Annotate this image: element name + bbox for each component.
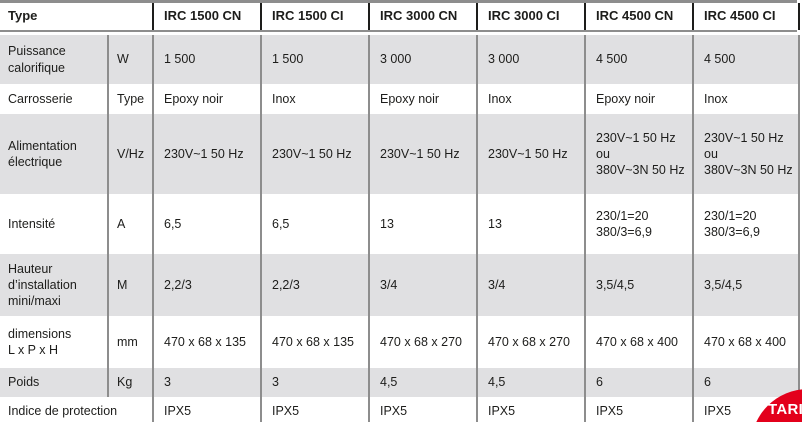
table-row: Poids Kg 3 3 4,5 4,5 6 6 [0,368,800,397]
row-unit: W [107,35,152,84]
cell-value: 13 [476,194,584,254]
cell-value: 230V~1 50 Hz ou 380V~3N 50 Hz [584,114,692,194]
cell-value: 13 [368,194,476,254]
row-label: Poids [8,375,40,390]
row-label: dimensions L x P x H [8,326,72,357]
cell-value: 4 500 [584,35,692,84]
header-model: IRC 1500 CN [152,3,260,30]
row-unit: M [107,254,152,316]
cell-value: 470 x 68 x 270 [476,316,584,368]
cell-value: 470 x 68 x 270 [368,316,476,368]
cell-value: Inox [692,84,800,114]
cell-value: 3/4 [368,254,476,316]
table-row: Intensité A 6,5 6,5 13 13 230/1=20 380/3… [0,194,800,254]
cell-value: Epoxy noir [584,84,692,114]
cell-value: 2,2/3 [260,254,368,316]
row-unit: A [107,194,152,254]
cell-value: 6,5 [260,194,368,254]
table-row: Hauteur d’installation mini/maxi M 2,2/3… [0,254,800,316]
cell-value: 6 [584,368,692,397]
cell-value: 470 x 68 x 135 [260,316,368,368]
cell-value: 470 x 68 x 400 [692,316,800,368]
header-model: IRC 4500 CI [692,3,800,30]
cell-value: 4 500 [692,35,800,84]
cell-value: 6,5 [152,194,260,254]
row-unit: mm [107,316,152,368]
table-row: Carrosserie Type Epoxy noir Inox Epoxy n… [0,84,800,114]
cell-value: IPX5 [260,397,368,422]
header-model: IRC 3000 CN [368,3,476,30]
table-row: Puissance calorifique W 1 500 1 500 3 00… [0,35,800,84]
cell-value: 470 x 68 x 400 [584,316,692,368]
tarif-badge-label: TARIF [768,401,802,418]
cell-value: 3 [152,368,260,397]
cell-value: 230V~1 50 Hz ou 380V~3N 50 Hz [692,114,800,194]
table-row: dimensions L x P x H mm 470 x 68 x 135 4… [0,316,800,368]
cell-value: 230V~1 50 Hz [476,114,584,194]
cell-value: 1 500 [260,35,368,84]
cell-value: 230V~1 50 Hz [152,114,260,194]
cell-value: IPX5 [476,397,584,422]
cell-value: Epoxy noir [152,84,260,114]
cell-value: 230V~1 50 Hz [368,114,476,194]
cell-value: 3 000 [476,35,584,84]
table-row: Alimentation électrique V/Hz 230V~1 50 H… [0,114,800,194]
cell-value: IPX5 [368,397,476,422]
cell-value: 2,2/3 [152,254,260,316]
row-unit: Kg [107,368,152,397]
row-label: Hauteur d’installation mini/maxi [8,261,77,309]
cell-value: 4,5 [476,368,584,397]
cell-value: 230/1=20 380/3=6,9 [692,194,800,254]
row-unit: V/Hz [107,114,152,194]
header-model: IRC 1500 CI [260,3,368,30]
header-model: IRC 3000 CI [476,3,584,30]
table-top-border [0,0,797,3]
cell-value: 3,5/4,5 [584,254,692,316]
cell-value: Epoxy noir [368,84,476,114]
row-label: Alimentation électrique [8,138,77,169]
header-model: IRC 4500 CN [584,3,692,30]
row-label: Intensité [8,216,56,231]
table-header-row: Type IRC 1500 CN IRC 1500 CI IRC 3000 CN… [0,3,800,30]
row-label: Indice de protection [8,403,118,418]
cell-value: Inox [476,84,584,114]
cell-value: 230V~1 50 Hz [260,114,368,194]
cell-value: 3 [260,368,368,397]
cell-value: 3,5/4,5 [692,254,800,316]
cell-value: 1 500 [152,35,260,84]
row-label: Puissance calorifique [8,44,66,75]
cell-value: IPX5 [152,397,260,422]
table-row: Indice de protection IPX5 IPX5 IPX5 IPX5… [0,397,800,422]
cell-value: 3 000 [368,35,476,84]
header-underline [0,30,797,32]
row-unit: Type [107,84,152,114]
cell-value: 470 x 68 x 135 [152,316,260,368]
row-label: Carrosserie [8,91,73,106]
header-type: Type [8,8,38,24]
cell-value: 230/1=20 380/3=6,9 [584,194,692,254]
cell-value: Inox [260,84,368,114]
cell-value: 4,5 [368,368,476,397]
cell-value: 6 [692,368,800,397]
cell-value: IPX5 [584,397,692,422]
cell-value: 3/4 [476,254,584,316]
